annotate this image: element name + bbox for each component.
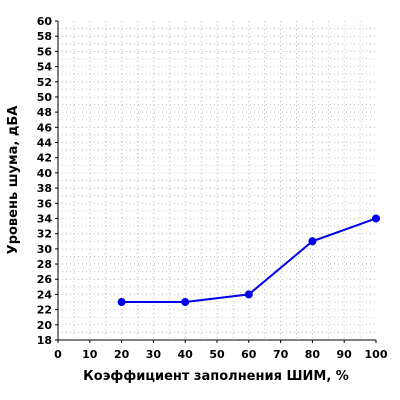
y-tick-label: 20 <box>37 319 53 332</box>
x-tick-label: 80 <box>305 348 321 361</box>
data-point <box>372 214 380 223</box>
y-tick-label: 54 <box>37 61 53 74</box>
data-point <box>244 290 253 299</box>
y-tick-label: 36 <box>37 197 53 210</box>
y-tick-label: 26 <box>37 273 53 286</box>
plot-background <box>58 21 376 340</box>
y-tick-label: 28 <box>37 258 52 271</box>
y-tick-labels: 18 20 22 24 26 28 30 32 34 36 38 40 42 44 46 48 50 52 54 56… <box>37 15 53 347</box>
y-tick-label: 48 <box>37 106 52 119</box>
y-tick-label: 46 <box>37 121 53 134</box>
y-tick-label: 24 <box>37 288 53 301</box>
y-tick-label: 34 <box>37 212 53 225</box>
x-tick-label: 30 <box>146 348 162 361</box>
y-axis-label: Уровень шума, дБА <box>6 106 21 255</box>
x-tick-label: 20 <box>114 348 130 361</box>
x-tick-label: 100 <box>365 348 388 361</box>
x-tick-labels: 0 10 20 30 40 50 60 70 80 90 100 <box>54 348 388 361</box>
y-tick-label: 60 <box>37 15 53 28</box>
series-layer <box>117 214 380 307</box>
y-tick-label: 18 <box>37 334 52 347</box>
axes <box>55 20 377 343</box>
x-tick-label: 40 <box>178 348 194 361</box>
y-tick-label: 30 <box>37 243 53 256</box>
x-tick-label: 10 <box>82 348 98 361</box>
y-tick-label: 50 <box>37 91 53 104</box>
y-tick-label: 56 <box>37 45 53 58</box>
data-point <box>308 237 317 246</box>
x-tick-label: 90 <box>337 348 353 361</box>
y-tick-label: 42 <box>37 152 52 165</box>
y-tick-label: 22 <box>37 304 52 317</box>
x-tick-label: 50 <box>209 348 225 361</box>
y-tick-label: 38 <box>37 182 52 195</box>
x-tick-label: 60 <box>241 348 257 361</box>
y-tick-label: 32 <box>37 228 52 241</box>
x-axis-label: Коэффициент заполнения ШИМ, % <box>83 369 349 384</box>
x-tick-label: 0 <box>54 348 62 361</box>
data-point <box>117 298 126 307</box>
y-tick-label: 44 <box>37 137 53 150</box>
data-point <box>181 298 190 307</box>
grid-lines <box>58 21 376 340</box>
y-tick-label: 58 <box>37 30 52 43</box>
y-tick-label: 40 <box>37 167 53 180</box>
y-tick-label: 52 <box>37 76 52 89</box>
x-tick-label: 70 <box>273 348 289 361</box>
